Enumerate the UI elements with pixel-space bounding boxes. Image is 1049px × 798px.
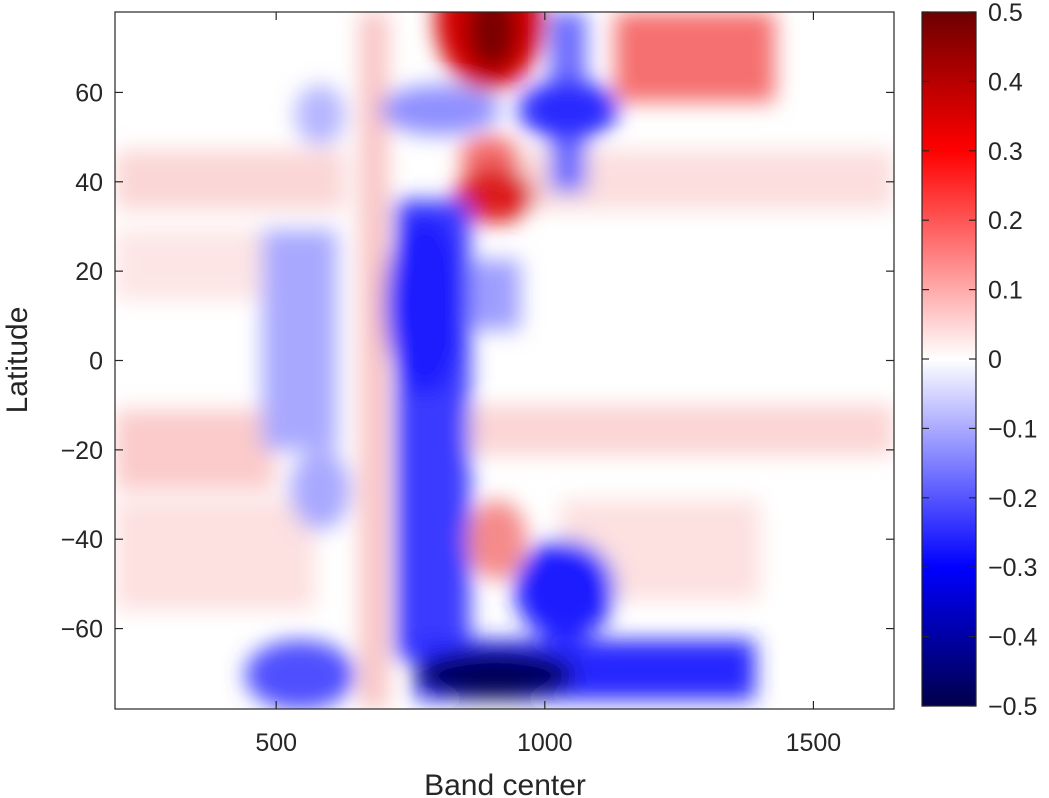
colorbar-tick-label: 0.4 [988, 68, 1023, 96]
colorbar: 0.5 0.4 0.3 0.2 0.1 0 −0.1 −0.2 −0.3 −0.4 −0.5 [921, 0, 1037, 721]
colorbar-tick-label: 0.3 [988, 138, 1023, 166]
y-tick-label: 0 [89, 348, 103, 376]
y-tick-label: −20 [61, 437, 103, 465]
colorbar-ticks: 0.5 0.4 0.3 0.2 0.1 0 −0.1 −0.2 −0.3 −0.4 −0.5 [922, 0, 1037, 721]
y-tick-label: −60 [61, 616, 103, 644]
heat-blob [262, 230, 337, 450]
colorbar-tick-label: −0.3 [988, 554, 1037, 582]
heat-band [460, 405, 894, 455]
heatmap-field [115, 12, 894, 709]
colorbar-tick-label: 0 [988, 346, 1002, 374]
colorbar-tick-label: −0.1 [988, 415, 1037, 443]
heat-band [360, 12, 388, 709]
colorbar-tick-label: 0.2 [988, 207, 1023, 235]
heat-blob [455, 167, 535, 223]
heat-band [115, 410, 275, 490]
x-tick-label: 500 [255, 729, 297, 757]
heat-blob [467, 12, 517, 70]
x-tick-label: 1000 [517, 729, 573, 757]
y-tick-label: −40 [61, 526, 103, 554]
colorbar-tick-label: −0.5 [988, 693, 1037, 721]
heat-blob [245, 640, 355, 709]
heat-blob [515, 540, 615, 640]
heat-blob [295, 85, 345, 145]
heat-blob [380, 85, 500, 135]
y-tick-label: 60 [75, 79, 103, 107]
colorbar-tick-label: 0.1 [988, 277, 1023, 305]
y-axis-label: Latitude [1, 307, 34, 414]
colorbar-tick-label: −0.4 [988, 624, 1037, 652]
heat-blob [467, 500, 527, 580]
x-axis-label: Band center [424, 769, 586, 798]
heat-blob [290, 450, 350, 530]
colorbar-gradient [922, 12, 976, 706]
y-axis-ticks: −60 −40 −20 0 20 40 60 [61, 79, 894, 644]
colorbar-tick-label: 0.5 [988, 0, 1023, 27]
heat-band [115, 500, 315, 610]
colorbar-tick-label: −0.2 [988, 485, 1037, 513]
heat-band [470, 150, 894, 210]
heat-blob [615, 12, 775, 102]
heat-blob [518, 80, 618, 140]
y-tick-label: 20 [75, 258, 103, 286]
heatmap-plot-area: 500 1000 1500 −60 −40 −20 0 20 40 60 [61, 11, 895, 757]
x-axis-ticks: 500 1000 1500 [255, 12, 841, 757]
y-tick-label: 40 [75, 169, 103, 197]
heat-blob [415, 650, 575, 700]
heat-blob [470, 260, 520, 330]
heat-band [115, 150, 345, 210]
x-tick-label: 1500 [786, 729, 842, 757]
heat-blob [385, 215, 465, 395]
